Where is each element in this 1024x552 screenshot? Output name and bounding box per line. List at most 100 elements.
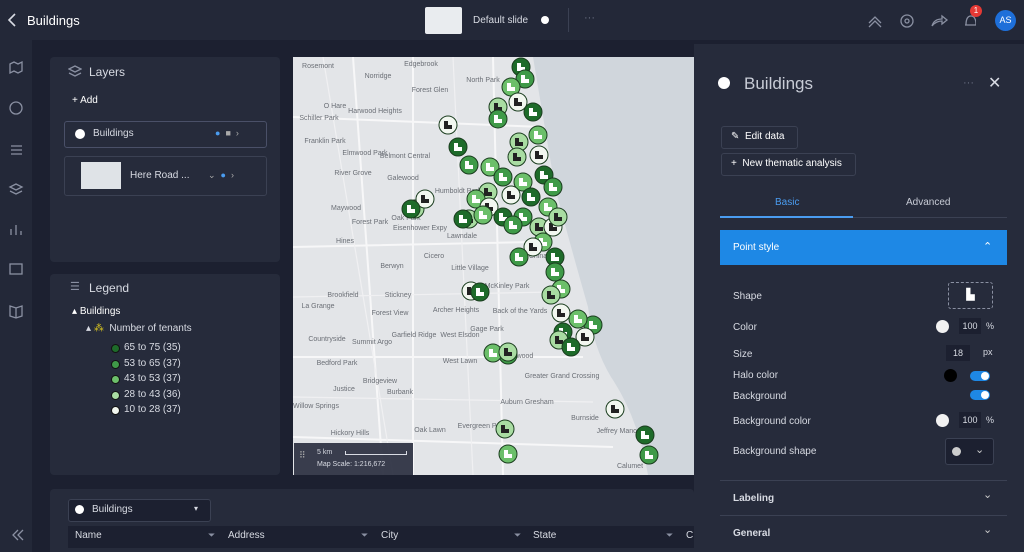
- building-marker[interactable]: [568, 309, 588, 329]
- halo-toggle[interactable]: [970, 371, 990, 381]
- building-marker[interactable]: [543, 177, 563, 197]
- building-marker[interactable]: [493, 167, 513, 187]
- building-marker[interactable]: [508, 92, 528, 112]
- filter-icon[interactable]: ⏷: [361, 530, 369, 540]
- section-title[interactable]: General: [733, 528, 771, 539]
- section-title[interactable]: Labeling: [733, 493, 775, 504]
- background-toggle[interactable]: [970, 390, 990, 400]
- panel-title: Legend: [89, 281, 130, 295]
- more-menu[interactable]: ···: [963, 77, 974, 89]
- filter-icon[interactable]: ⏷: [208, 530, 216, 540]
- filter-icon[interactable]: ⏷: [666, 530, 674, 540]
- layer-controls[interactable]: ⌄ ● ›: [208, 170, 234, 180]
- opacity-input[interactable]: 100: [959, 412, 981, 428]
- building-marker[interactable]: [453, 209, 473, 229]
- halo-swatch[interactable]: [944, 369, 957, 382]
- column-header[interactable]: City: [381, 530, 399, 541]
- layer-controls[interactable]: ● ■ ›: [215, 128, 239, 138]
- building-marker[interactable]: [480, 157, 500, 177]
- layer-name: Here Road ...: [130, 170, 190, 181]
- filter-icon[interactable]: ⏷: [514, 530, 522, 540]
- building-marker[interactable]: [521, 187, 541, 207]
- collapse-icon[interactable]: ⌃: [983, 241, 993, 253]
- building-marker[interactable]: [501, 77, 521, 97]
- building-marker[interactable]: [545, 262, 565, 282]
- opacity-input[interactable]: 100: [959, 318, 981, 334]
- building-marker[interactable]: [473, 205, 493, 225]
- more-menu[interactable]: ···: [584, 12, 595, 24]
- building-marker[interactable]: [605, 399, 625, 419]
- building-marker[interactable]: [507, 147, 527, 167]
- building-marker[interactable]: [551, 303, 571, 323]
- building-marker[interactable]: [448, 137, 468, 157]
- toolbar-icons[interactable]: [866, 12, 976, 30]
- column-header[interactable]: Address: [228, 530, 265, 541]
- building-marker[interactable]: [488, 109, 508, 129]
- building-marker[interactable]: [503, 215, 523, 235]
- building-marker[interactable]: [541, 285, 561, 305]
- map-label: Burnside: [571, 415, 599, 422]
- chevron: ⌄: [975, 444, 985, 456]
- building-marker[interactable]: [513, 172, 533, 192]
- scale-bar: [345, 451, 407, 455]
- building-marker[interactable]: [501, 185, 521, 205]
- field-label: Background: [733, 391, 787, 402]
- map-label: Archer Heights: [433, 307, 480, 314]
- avatar[interactable]: AS: [995, 10, 1016, 31]
- building-marker[interactable]: [523, 102, 543, 122]
- map-label: Maywood: [331, 205, 361, 212]
- drag-handle[interactable]: ⠿: [299, 450, 306, 460]
- building-marker[interactable]: [561, 337, 581, 357]
- map[interactable]: Rosemont Edgebrook Norridge Forest Glen Nort…: [293, 57, 694, 475]
- edit-data-button[interactable]: [721, 126, 798, 149]
- building-marker[interactable]: [639, 445, 659, 465]
- layer-item[interactable]: [64, 121, 267, 148]
- field-label: Shape: [733, 291, 762, 302]
- building-marker[interactable]: [498, 444, 518, 464]
- building-marker[interactable]: [548, 207, 568, 227]
- map-label: La Grange: [301, 303, 334, 310]
- building-marker[interactable]: [459, 155, 479, 175]
- side-rail[interactable]: [0, 40, 32, 552]
- building-marker[interactable]: [575, 327, 595, 347]
- column-header[interactable]: State: [533, 530, 557, 541]
- building-marker[interactable]: [470, 282, 490, 302]
- shape-dot: [952, 447, 961, 456]
- building-marker[interactable]: [415, 189, 435, 209]
- top-bar: [0, 0, 1024, 40]
- map-label: Greater Grand Crossing: [525, 373, 600, 380]
- layer-select[interactable]: [68, 499, 211, 522]
- add-layer-button[interactable]: + Add: [72, 95, 98, 106]
- building-marker[interactable]: [529, 145, 549, 165]
- tab-basic[interactable]: Basic: [775, 197, 800, 208]
- map-label: Bridgeview: [363, 378, 398, 385]
- unit: %: [986, 415, 995, 425]
- building-marker[interactable]: [495, 419, 515, 439]
- building-marker[interactable]: [523, 237, 543, 257]
- building-marker[interactable]: [438, 115, 458, 135]
- thematic-button[interactable]: [721, 153, 856, 176]
- slide-thumbnail[interactable]: [425, 7, 462, 34]
- size-input[interactable]: 18: [946, 345, 970, 361]
- column-header[interactable]: Name: [75, 530, 102, 541]
- shape-picker[interactable]: ▙: [948, 282, 993, 309]
- color-swatch[interactable]: [936, 414, 949, 427]
- slide-name[interactable]: Default slide: [473, 15, 529, 26]
- column-header[interactable]: C: [686, 530, 694, 541]
- tab-advanced[interactable]: Advanced: [906, 197, 951, 208]
- section-header[interactable]: [720, 230, 1007, 265]
- layer-thumbnail: [81, 162, 121, 189]
- color-swatch[interactable]: [936, 320, 949, 333]
- divider: [568, 8, 569, 32]
- building-marker[interactable]: [498, 342, 518, 362]
- building-marker[interactable]: [401, 199, 421, 219]
- back-button[interactable]: [6, 12, 20, 28]
- building-marker[interactable]: [483, 343, 503, 363]
- building-marker[interactable]: [528, 125, 548, 145]
- building-marker[interactable]: [545, 247, 565, 267]
- building-marker[interactable]: [635, 425, 655, 445]
- close-button[interactable]: ✕: [988, 75, 1002, 92]
- building-marker[interactable]: [509, 247, 529, 267]
- unit: %: [986, 321, 995, 331]
